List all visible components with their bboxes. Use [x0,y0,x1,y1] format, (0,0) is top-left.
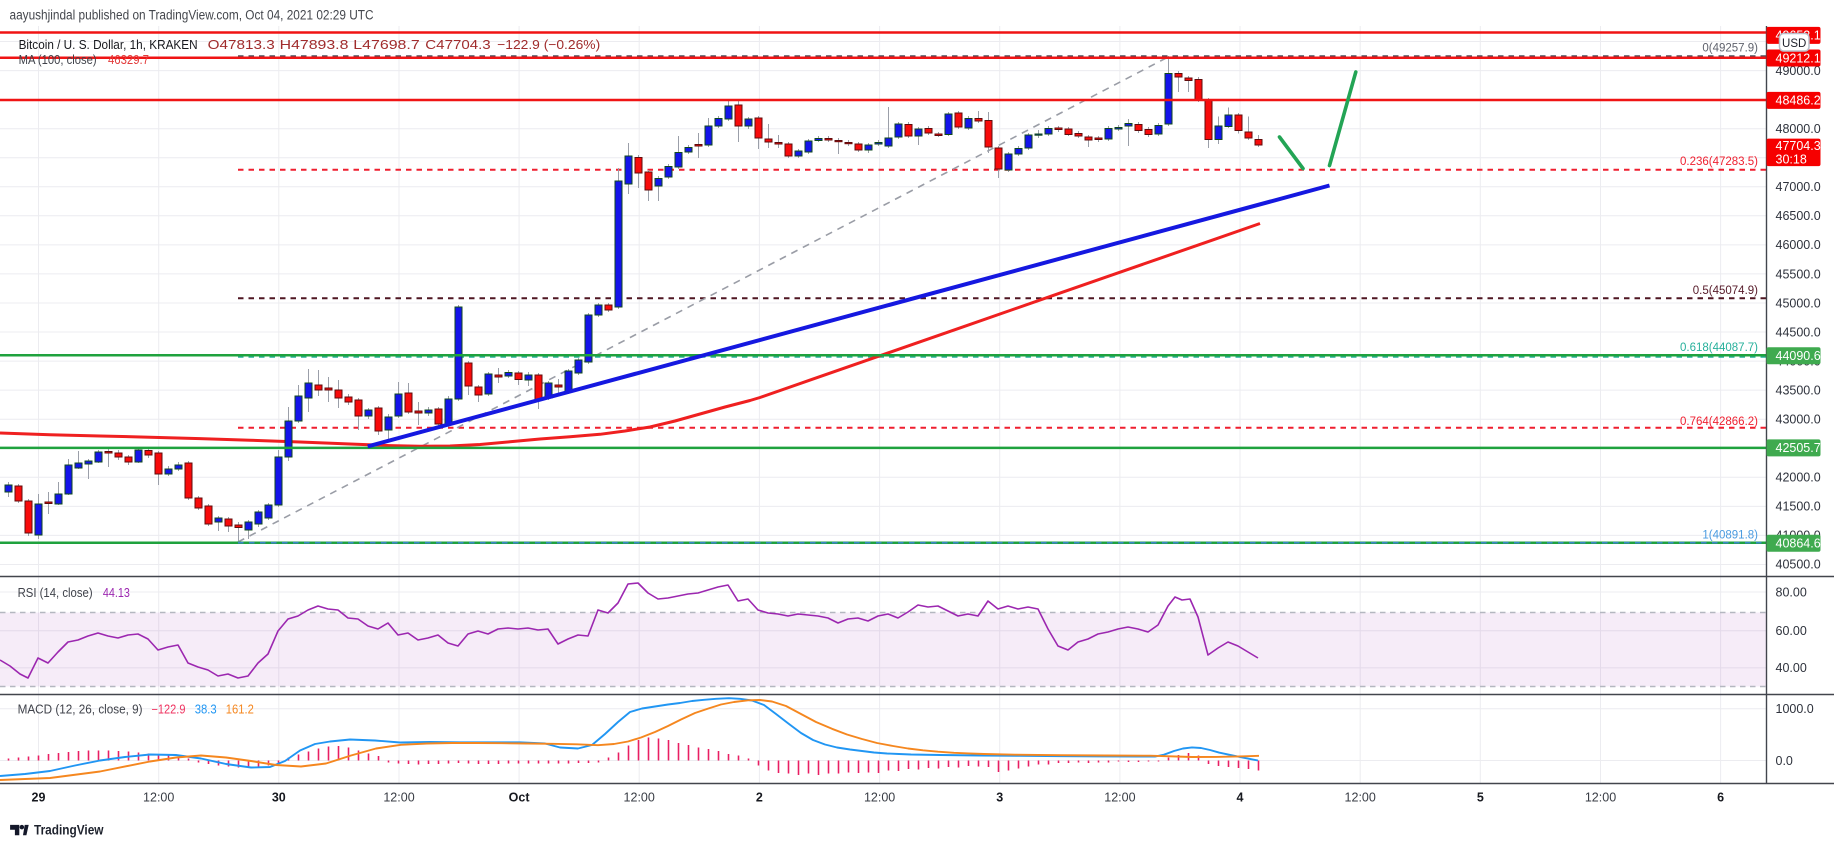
svg-text:12:00: 12:00 [1585,791,1616,805]
svg-text:43500.0: 43500.0 [1776,383,1821,397]
svg-text:0.764(42866.2): 0.764(42866.2) [1680,416,1758,428]
svg-text:49212.1: 49212.1 [1776,51,1821,65]
svg-text:3: 3 [996,791,1003,805]
svg-text:RSI (14, close): RSI (14, close) [18,586,93,600]
svg-text:0.5(45074.9): 0.5(45074.9) [1693,285,1758,297]
svg-text:Bitcoin / U. S. Dollar, 1h, KR: Bitcoin / U. S. Dollar, 1h, KRAKEN [19,37,198,52]
svg-text:48000.0: 48000.0 [1776,122,1821,136]
svg-text:46329.7: 46329.7 [108,52,149,67]
svg-text:1000.0: 1000.0 [1776,702,1814,716]
svg-text:80.00: 80.00 [1776,585,1807,599]
svg-text:40864.6: 40864.6 [1776,537,1821,551]
svg-text:MA (100, close): MA (100, close) [19,52,97,67]
svg-text:aayushjindal published on Trad: aayushjindal published on TradingView.co… [10,8,374,23]
svg-text:44090.6: 44090.6 [1776,349,1821,363]
svg-text:44.13: 44.13 [103,586,130,600]
svg-text:42505.7: 42505.7 [1776,441,1821,455]
svg-text:L47698.7: L47698.7 [353,37,419,52]
svg-text:38.3: 38.3 [195,703,217,717]
svg-text:−122.9: −122.9 [152,703,186,717]
svg-text:161.2: 161.2 [226,703,254,717]
svg-text:12:00: 12:00 [143,791,174,805]
svg-text:44500.0: 44500.0 [1776,325,1821,339]
svg-text:30: 30 [272,791,286,805]
svg-text:USD: USD [1782,38,1806,50]
svg-text:−122.9 (−0.26%): −122.9 (−0.26%) [497,37,600,52]
svg-text:47704.3: 47704.3 [1776,139,1821,153]
svg-text:48486.2: 48486.2 [1776,94,1821,108]
svg-text:5: 5 [1477,791,1484,805]
svg-text:42000.0: 42000.0 [1776,471,1821,485]
svg-text:Oct: Oct [509,791,531,805]
svg-text:45500.0: 45500.0 [1776,267,1821,281]
svg-text:0(49257.9): 0(49257.9) [1702,43,1758,55]
svg-text:H47893.8: H47893.8 [280,37,349,52]
svg-text:6: 6 [1717,791,1724,805]
svg-text:0.0: 0.0 [1776,754,1793,768]
svg-text:45000.0: 45000.0 [1776,296,1821,310]
svg-text:0.236(47283.5): 0.236(47283.5) [1680,156,1758,168]
svg-text:1(40891.8): 1(40891.8) [1702,530,1758,542]
svg-text:29: 29 [32,791,46,805]
svg-text:47000.0: 47000.0 [1776,180,1821,194]
svg-text:40500.0: 40500.0 [1776,558,1821,572]
svg-text:60.00: 60.00 [1776,624,1807,638]
svg-text:12:00: 12:00 [624,791,655,805]
svg-text:TradingView: TradingView [34,822,104,838]
svg-text:43000.0: 43000.0 [1776,413,1821,427]
svg-text:12:00: 12:00 [1345,791,1376,805]
svg-text:49000.0: 49000.0 [1776,64,1821,78]
svg-text:40.00: 40.00 [1776,661,1807,675]
svg-text:46000.0: 46000.0 [1776,238,1821,252]
svg-text:0.618(44087.7): 0.618(44087.7) [1680,342,1758,354]
svg-text:C47704.3: C47704.3 [425,37,490,52]
svg-text:MACD (12, 26, close, 9): MACD (12, 26, close, 9) [18,703,143,717]
svg-text:O47813.3: O47813.3 [208,37,275,52]
svg-text:2: 2 [756,791,763,805]
svg-text:12:00: 12:00 [383,791,414,805]
svg-text:46500.0: 46500.0 [1776,209,1821,223]
svg-text:30:18: 30:18 [1776,152,1807,166]
svg-text:41500.0: 41500.0 [1776,500,1821,514]
svg-text:12:00: 12:00 [1104,791,1135,805]
svg-text:12:00: 12:00 [864,791,895,805]
svg-text:4: 4 [1237,791,1244,805]
